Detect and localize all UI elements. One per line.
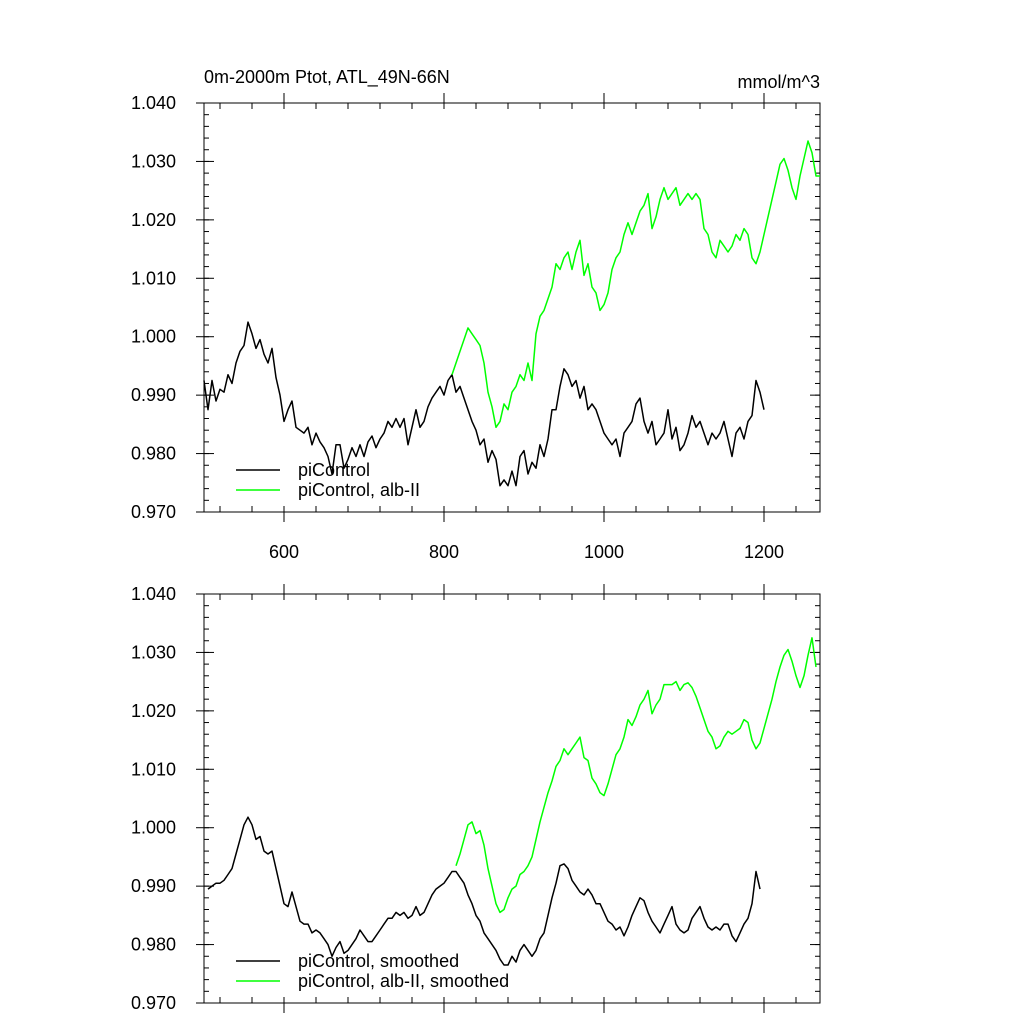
series-line-2	[451, 140, 820, 429]
x-tick-label: 600	[269, 542, 299, 562]
y-tick-label: 1.020	[131, 701, 176, 721]
plot-frame	[203, 593, 821, 1004]
y-tick-label: 1.030	[131, 151, 176, 171]
y-tick-label: 1.040	[131, 584, 176, 604]
plot-frame	[203, 102, 821, 513]
y-tick-label: 1.010	[131, 268, 176, 288]
y-tick-label: 1.030	[131, 642, 176, 662]
series-line-1	[203, 321, 765, 487]
y-tick-label: 0.980	[131, 935, 176, 955]
legend-label: piControl, smoothed	[298, 951, 459, 971]
y-tick-label: 0.980	[131, 444, 176, 464]
y-tick-label: 0.990	[131, 385, 176, 405]
y-tick-label: 1.040	[131, 93, 176, 113]
y-tick-label: 0.990	[131, 876, 176, 896]
x-tick-label: 1000	[584, 542, 624, 562]
chart-panel-1: 0.970 0.980 0.990 1.000 1.010 1.020 1.030 1.040…	[131, 67, 821, 562]
panel-title: 0m-2000m Ptot, ATL_49N-66N	[204, 67, 450, 88]
legend-label: piControl, alb-II	[298, 480, 420, 500]
legend-label: piControl, alb-II, smoothed	[298, 971, 509, 991]
legend-label: piControl	[298, 460, 370, 480]
x-tick-label: 800	[429, 542, 459, 562]
y-tick-label: 1.000	[131, 818, 176, 838]
y-tick-label: 1.020	[131, 210, 176, 230]
y-tick-label: 0.970	[131, 502, 176, 522]
series-line-2	[455, 637, 817, 914]
y-tick-label: 1.000	[131, 327, 176, 347]
units-label: mmol/m^3	[738, 72, 820, 92]
y-tick-label: 1.010	[131, 759, 176, 779]
series-line-1	[207, 816, 761, 966]
y-tick-label: 0.970	[131, 993, 176, 1013]
chart-panel-2: 0.970 0.980 0.990 1.000 1.010 1.020 1.030 1.040…	[131, 584, 821, 1013]
x-tick-label: 1200	[744, 542, 784, 562]
